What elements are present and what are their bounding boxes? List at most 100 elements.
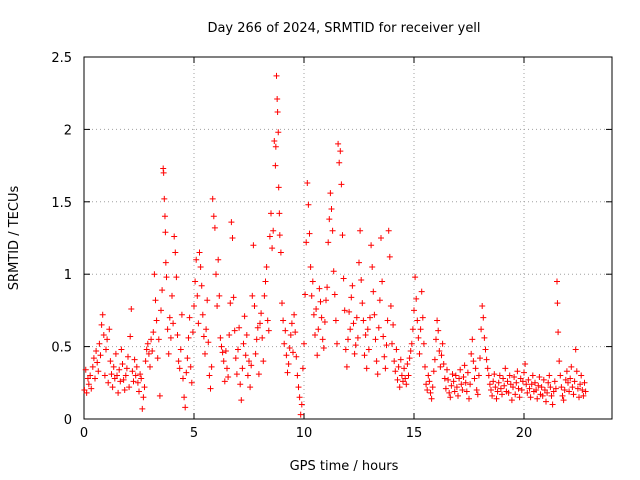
data-point [323, 297, 329, 304]
data-point [444, 366, 450, 373]
data-point [459, 387, 466, 394]
data-point [220, 358, 227, 365]
data-point [470, 358, 477, 365]
data-point [501, 382, 508, 389]
data-point [570, 391, 577, 398]
data-point [108, 371, 115, 378]
data-point [467, 381, 474, 388]
data-point [308, 292, 315, 299]
data-point [156, 392, 163, 399]
data-point [313, 305, 320, 312]
data-point [251, 303, 258, 310]
data-point [187, 363, 194, 370]
data-point [174, 332, 181, 339]
data-point [276, 210, 283, 217]
data-point [471, 375, 478, 382]
data-point [269, 245, 276, 252]
data-point [186, 314, 193, 321]
data-point [382, 365, 389, 372]
data-point [106, 326, 113, 333]
data-point [437, 363, 444, 370]
data-point [180, 375, 186, 382]
y-axis-label: SRMTID / TECUs [7, 186, 22, 291]
data-point [502, 365, 509, 372]
data-point [230, 294, 237, 301]
data-point [295, 384, 302, 391]
data-point [555, 329, 562, 336]
data-point [217, 334, 224, 341]
data-point [305, 201, 312, 208]
data-point [532, 379, 538, 386]
data-point [191, 303, 197, 310]
x-tick-label: 15 [406, 426, 423, 441]
data-point [265, 327, 272, 334]
data-point [320, 345, 327, 352]
data-point [472, 365, 479, 372]
data-point [330, 268, 337, 275]
data-point [563, 368, 570, 375]
data-point [153, 317, 160, 324]
data-point [413, 295, 420, 302]
y-tick-label: 1.5 [51, 196, 72, 211]
data-point [183, 369, 190, 376]
data-point [527, 394, 534, 401]
data-point [578, 372, 585, 379]
data-point [372, 336, 379, 343]
data-point [94, 359, 101, 366]
data-point [141, 384, 148, 391]
data-point [492, 384, 499, 391]
data-point [496, 372, 503, 379]
data-point [572, 346, 579, 353]
data-point [319, 336, 326, 343]
data-point [416, 350, 423, 357]
data-point [511, 374, 518, 381]
data-point [118, 346, 125, 353]
data-point [508, 397, 515, 404]
data-point [206, 372, 213, 379]
data-point [227, 300, 234, 307]
data-point [202, 350, 208, 357]
data-point [453, 384, 460, 391]
data-point [515, 385, 522, 392]
data-point [379, 278, 386, 285]
data-point [283, 352, 290, 359]
data-point [539, 392, 546, 399]
data-point [335, 140, 342, 147]
data-point [302, 291, 309, 298]
data-point [519, 378, 526, 385]
data-point [255, 371, 262, 378]
data-point [205, 339, 212, 346]
data-point [391, 358, 398, 365]
data-point [474, 391, 481, 398]
data-point [528, 381, 535, 388]
data-point [540, 376, 547, 383]
data-point [109, 384, 116, 391]
data-point [188, 379, 195, 386]
data-point [392, 368, 399, 375]
data-point [350, 320, 357, 327]
data-point [580, 392, 587, 399]
data-point [225, 374, 232, 381]
data-point [395, 363, 402, 370]
data-point [358, 276, 365, 283]
data-point [424, 387, 431, 394]
data-point [285, 360, 292, 367]
data-point [207, 385, 214, 392]
data-point [510, 384, 516, 391]
data-point [376, 297, 383, 304]
data-point [145, 350, 152, 357]
data-point [155, 336, 162, 343]
data-point [407, 347, 414, 354]
data-point [331, 291, 338, 298]
data-point [533, 387, 540, 394]
data-point [385, 227, 392, 234]
data-point [216, 292, 223, 299]
data-point [441, 375, 448, 382]
data-point [557, 372, 564, 379]
data-point [461, 362, 468, 369]
data-point [312, 332, 318, 339]
data-point [440, 360, 447, 367]
data-point [452, 372, 459, 379]
data-point [473, 387, 480, 394]
data-point [132, 372, 139, 379]
